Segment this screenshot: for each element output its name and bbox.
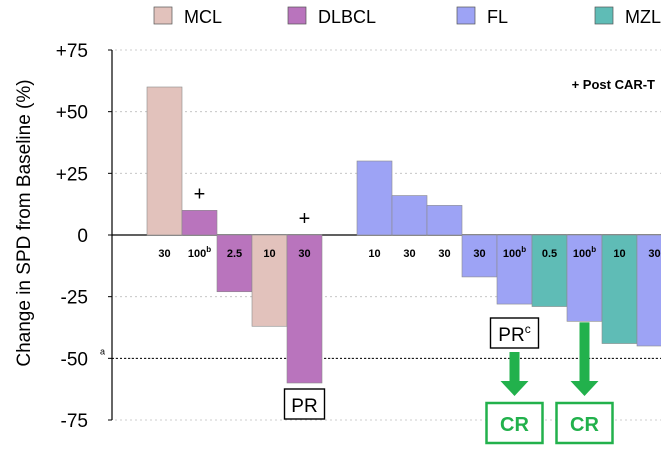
- response-label-cr: CR: [570, 414, 599, 436]
- arrow-shaft: [579, 322, 590, 382]
- dose-label: 0.5: [542, 248, 557, 260]
- y-tick-label: +50: [56, 103, 88, 124]
- dose-label: 30: [648, 248, 660, 260]
- post-car-t-marker: +: [194, 183, 206, 205]
- legend-swatch-dlbcl: [287, 6, 307, 25]
- legend-swatch-mcl: [153, 6, 173, 25]
- dose-label: 30: [158, 248, 170, 260]
- bar-dose-labels: 30 100b +2.5 10 30 +10 30 30 30 100b 0.5 100b 10 30: [158, 183, 660, 260]
- post-car-t-marker: +: [299, 208, 311, 230]
- bar-fl: [636, 234, 661, 347]
- response-box-cr: [555, 401, 614, 445]
- arrow-head: [570, 381, 599, 396]
- bar-fl: [496, 234, 533, 305]
- legend-swatch-fl: [456, 6, 476, 25]
- annotations: PR PRc CR CR: [283, 317, 614, 445]
- y-tick-label: 0: [77, 226, 88, 247]
- response-label-pr: PRc: [498, 322, 530, 346]
- arrow-head: [500, 381, 529, 396]
- response-label-pr: PR: [291, 396, 317, 417]
- y-axis-title: Change in SPD from Baseline (%): [14, 79, 35, 366]
- dose-label: 10: [263, 248, 275, 260]
- y-tick-label: -50: [61, 349, 88, 370]
- post-car-t-legend: + Post CAR-T: [572, 77, 655, 92]
- bar-mzl: [531, 234, 568, 307]
- bar-mcl: [146, 86, 183, 236]
- dose-label: 30: [473, 248, 485, 260]
- legend-label-fl: FL: [487, 7, 508, 27]
- dose-label: 30: [403, 248, 415, 260]
- dose-label: 100b: [503, 245, 526, 260]
- dose-label: 30: [438, 248, 450, 260]
- y-tick-label: +75: [56, 41, 88, 62]
- legend-label-mzl: MZL: [625, 7, 661, 27]
- bar-dlbcl: [216, 234, 253, 293]
- y-tick-label: -25: [61, 288, 88, 309]
- legend-label-mcl: MCL: [184, 7, 222, 27]
- dose-label: 30: [298, 248, 310, 260]
- bars: [146, 86, 661, 384]
- y-tick-label: +25: [56, 164, 88, 185]
- reference-line-label: a: [100, 346, 105, 356]
- bar-mzl: [601, 234, 638, 344]
- legend-swatch-mzl: [594, 6, 614, 25]
- bar-fl: [461, 234, 498, 278]
- arrow-shaft: [509, 352, 520, 382]
- bar-mcl: [251, 234, 288, 327]
- response-box-pr: [283, 388, 326, 420]
- legend-label-dlbcl: DLBCL: [318, 7, 376, 27]
- dose-label: 100b: [573, 245, 596, 260]
- y-tick-label: -75: [61, 411, 88, 432]
- bar-fl: [566, 234, 603, 322]
- dose-label: 2.5: [227, 248, 242, 260]
- bar-fl: [391, 195, 428, 236]
- bar-fl: [426, 205, 463, 236]
- dose-label: 100b: [188, 245, 211, 260]
- legend: MCL DLBCL FL MZL: [153, 6, 661, 27]
- bar-dlbcl: [286, 234, 323, 384]
- dose-label: 10: [613, 248, 625, 260]
- response-box-cr: [485, 401, 544, 445]
- dose-label: 10: [368, 248, 380, 260]
- bar-dlbcl: [181, 210, 218, 236]
- response-label-cr: CR: [500, 414, 529, 436]
- bar-fl: [356, 160, 393, 236]
- response-box-pr: [489, 317, 540, 349]
